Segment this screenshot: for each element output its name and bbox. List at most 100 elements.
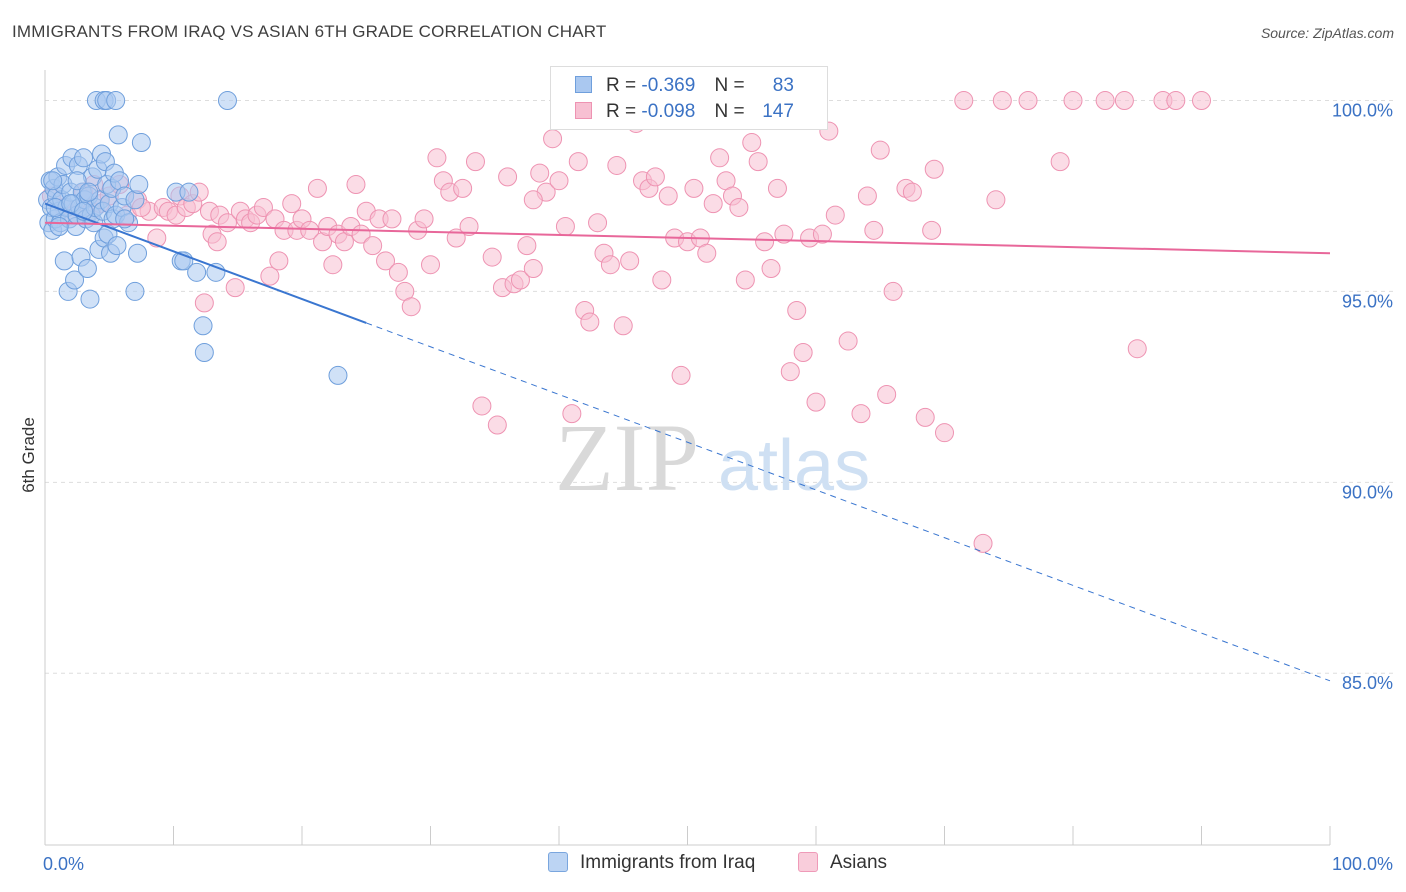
asian-point [482, 247, 502, 267]
iraq-point [179, 182, 199, 202]
asian-point [388, 262, 408, 282]
asian-point [825, 205, 845, 225]
iraq-point [129, 175, 149, 195]
asian-trend-line [44, 221, 1331, 255]
asian-point [580, 312, 600, 332]
y-axis-label: 6th Grade [19, 417, 38, 493]
y-tick-label: 90.0% [1342, 482, 1393, 502]
asian-point [1050, 152, 1070, 172]
asian-point [902, 182, 922, 202]
asian-point [729, 197, 749, 217]
iraq-point [43, 171, 63, 191]
asian-point [935, 423, 954, 443]
asian-point [1166, 91, 1186, 111]
iraq-point [128, 243, 148, 263]
legend-item-asian[interactable]: Asians [798, 852, 887, 874]
asian-point [986, 190, 1006, 210]
asian-point [453, 178, 473, 198]
asian-point [427, 148, 447, 168]
asian-point [323, 255, 343, 275]
asian-point [588, 213, 608, 233]
asian-point [870, 140, 890, 160]
asian-point [1063, 91, 1083, 111]
legend-swatch-asian-bottom [798, 852, 818, 872]
iraq-point [54, 251, 74, 271]
asian-point [793, 343, 813, 363]
asian-point [1192, 91, 1211, 111]
asian-point [523, 190, 543, 210]
x-tick-label-min: 0.0% [43, 854, 84, 874]
asian-point [555, 217, 575, 237]
y-tick-label: 95.0% [1342, 291, 1393, 311]
stats-legend: R = -0.369 N = 83 R = -0.098 N = 147 [550, 66, 828, 130]
asian-point [346, 175, 366, 195]
asian-point [1095, 91, 1115, 111]
legend-label-asian: Asians [830, 852, 888, 873]
asian-point [992, 91, 1012, 111]
asian-point [487, 415, 507, 435]
asian-point [300, 220, 320, 240]
asian-point [465, 152, 485, 172]
asian-point [549, 171, 569, 191]
asian-point [806, 392, 826, 412]
iraq-point [193, 316, 213, 336]
asian-point [864, 220, 884, 240]
asian-point [755, 232, 775, 252]
asian-point [645, 167, 665, 187]
asian-point [607, 155, 627, 175]
asian-point [924, 159, 944, 179]
asian-point [671, 365, 691, 385]
watermark: ZIP atlas [555, 404, 870, 511]
asian-point [523, 259, 543, 279]
iraq-point [108, 125, 128, 145]
iraq-point [131, 133, 151, 153]
asian-point [225, 278, 245, 298]
asian-point [260, 266, 280, 286]
legend-row-iraq: R = -0.369 N = 83 [575, 75, 794, 101]
asian-point [703, 194, 723, 214]
legend-n-value-iraq: 83 [772, 75, 794, 96]
legend-swatch-iraq [575, 76, 592, 93]
asian-point [382, 209, 402, 229]
iraq-point [49, 217, 69, 237]
asian-point [774, 224, 794, 244]
asian-point [877, 385, 897, 405]
asian-point [207, 232, 227, 252]
asian-point [857, 186, 877, 206]
asian-point [1018, 91, 1038, 111]
asian-point [922, 220, 942, 240]
asian-point [620, 251, 640, 271]
y-tick-label: 100.0% [1332, 101, 1393, 121]
iraq-point [115, 209, 135, 229]
legend-row-asian: R = -0.098 N = 147 [575, 101, 794, 127]
iraq-point [328, 365, 348, 385]
asian-point [838, 331, 858, 351]
asian-point [307, 178, 327, 198]
x-tick-label-max: 100.0% [1332, 854, 1393, 874]
legend-label-iraq: Immigrants from Iraq [580, 852, 756, 873]
watermark-zip: ZIP [555, 404, 699, 511]
asian-point [600, 255, 620, 275]
asian-point [401, 297, 421, 317]
asian-point [517, 236, 537, 256]
asian-point [543, 129, 563, 149]
iraq-point [106, 91, 126, 111]
asian-point [1127, 339, 1147, 359]
watermark-atlas: atlas [718, 426, 870, 506]
asian-point [761, 259, 781, 279]
legend-swatch-asian [575, 102, 592, 119]
asian-point [1114, 91, 1134, 111]
asian-point [562, 404, 582, 424]
iraq-point [80, 289, 100, 309]
asian-point [742, 133, 762, 153]
iraq-point [77, 259, 97, 279]
legend-n-value-asian: 147 [762, 101, 794, 122]
legend-item-iraq[interactable]: Immigrants from Iraq [548, 852, 755, 874]
trend-lines [44, 202, 1331, 682]
asian-point [697, 243, 717, 263]
iraq-point [65, 270, 85, 290]
asian-point [613, 316, 633, 336]
iraq-point [107, 236, 127, 256]
asian-point [684, 178, 704, 198]
